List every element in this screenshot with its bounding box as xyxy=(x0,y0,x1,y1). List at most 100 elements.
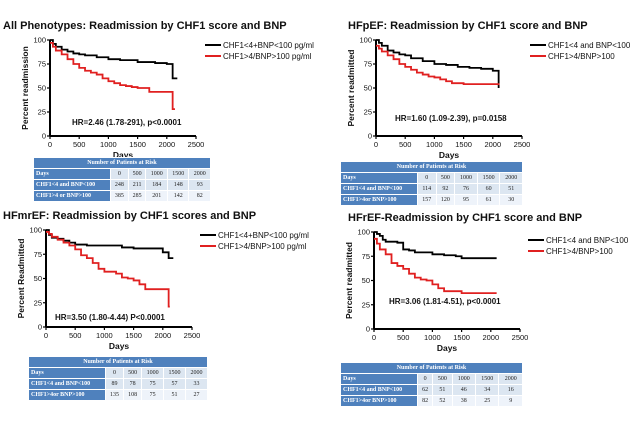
panel-hfmref: HFmrEF: Readmission by CHF1 scores and B… xyxy=(0,210,320,425)
series-line-0 xyxy=(374,231,497,260)
risk-table-row: CHF1>4or BNP>100 82 52 38 25 9 xyxy=(340,395,523,407)
risk-table-row: CHF1<4 and BNP<100 89 78 75 57 33 xyxy=(28,378,208,390)
risk-table-cell: 76 xyxy=(454,183,478,195)
risk-table-header-cell: 1500 xyxy=(476,172,501,184)
risk-table: Number of Patients at Risk Days 0 500 1000 15… xyxy=(340,161,523,206)
risk-table-header-cell: 2000 xyxy=(498,373,523,385)
risk-table-header-cell: 2000 xyxy=(188,168,211,180)
risk-table-cell: 201 xyxy=(145,190,168,202)
risk-table-row-label: CHF1>4or BNP>100 xyxy=(340,395,418,407)
risk-table-cell: 89 xyxy=(104,378,125,390)
x-tick-label: 500 xyxy=(397,333,410,342)
risk-table-header-cell: Days xyxy=(340,373,418,385)
risk-table-row-label: CHF1<4 and BNP<100 xyxy=(340,183,418,195)
x-axis-label: Days xyxy=(109,341,130,351)
y-axis-label: Percent readmitted xyxy=(344,242,354,319)
risk-table-header-row: Days 0 500 1000 1500 2000 xyxy=(28,367,208,379)
risk-table-cell: 60 xyxy=(476,183,501,195)
x-tick-label: 1500 xyxy=(453,333,470,342)
hazard-ratio-annotation: HR=3.50 (1.80-4.44) P<0.0001 xyxy=(55,313,165,322)
y-tick-label: 25 xyxy=(364,108,372,117)
panel-all-phenotypes: All Phenotypes: Readmission by CHF1 scor… xyxy=(0,0,320,210)
risk-table-header-cell: 1000 xyxy=(451,373,477,385)
risk-table-title: Number of Patients at Risk xyxy=(28,356,208,368)
risk-table-title: Number of Patients at Risk xyxy=(33,157,211,169)
x-tick-label: 1500 xyxy=(125,331,142,340)
x-tick-label: 0 xyxy=(374,140,378,149)
risk-table-row: CHF1<4 and BNP<100 248 211 184 148 93 xyxy=(33,179,211,191)
risk-table-cell: 51 xyxy=(163,389,186,401)
risk-table-header-cell: 500 xyxy=(127,168,147,180)
series-line-0 xyxy=(46,229,174,260)
risk-table-row-label: CHF1<4 and BNP<100 xyxy=(33,179,111,191)
risk-table-header-cell: 500 xyxy=(435,172,456,184)
y-tick-label: 50 xyxy=(364,84,372,93)
y-tick-label: 0 xyxy=(42,132,46,141)
risk-table-row-label: CHF1>4or BNP>100 xyxy=(28,389,106,401)
x-tick-label: 2500 xyxy=(188,140,205,149)
series-line-0 xyxy=(50,39,178,80)
y-tick-label: 50 xyxy=(38,84,46,93)
x-tick-label: 500 xyxy=(69,331,82,340)
risk-table-header-cell: 1500 xyxy=(166,168,190,180)
x-tick-label: 1000 xyxy=(424,333,441,342)
y-tick-label: 0 xyxy=(368,132,372,141)
x-tick-label: 1000 xyxy=(100,140,117,149)
risk-table-row: CHF1>4or BNP>100 135 108 75 51 27 xyxy=(28,389,208,401)
legend-entry: CHF1>4/BNP>100 xyxy=(548,52,615,61)
risk-table-cell: 95 xyxy=(454,194,478,206)
risk-table-row-label: CHF1>4or BNP>100 xyxy=(340,194,418,206)
risk-table-row: CHF1<4 and BNP<100 62 51 46 34 16 xyxy=(340,384,523,396)
x-tick-label: 0 xyxy=(48,140,52,149)
risk-table-row-label: CHF1>4 or BNP>100 xyxy=(33,190,111,202)
risk-table-cell: 135 xyxy=(104,389,125,401)
risk-table-cell: 78 xyxy=(123,378,143,390)
x-axis-label: Days xyxy=(113,150,134,160)
risk-table-cell: 30 xyxy=(499,194,523,206)
risk-table: Number of Patients at Risk Days 0 500 1000 15… xyxy=(340,362,523,407)
x-tick-label: 2000 xyxy=(158,140,175,149)
y-tick-label: 25 xyxy=(38,108,46,117)
legend-entry: CHF1<4 and BNP<100 xyxy=(548,41,631,50)
risk-table-header-cell: 0 xyxy=(110,168,129,180)
chart-title: All Phenotypes: Readmission by CHF1 scor… xyxy=(3,20,287,32)
series-line-1 xyxy=(376,44,500,86)
risk-table-header-cell: 1000 xyxy=(145,168,168,180)
risk-table-header-cell: 0 xyxy=(416,373,434,385)
series-line-1 xyxy=(50,41,175,111)
risk-table-cell: 33 xyxy=(185,378,208,390)
x-tick-label: 2500 xyxy=(512,333,529,342)
risk-table-cell: 57 xyxy=(163,378,186,390)
y-tick-label: 100 xyxy=(357,228,370,237)
risk-table-cell: 142 xyxy=(166,190,190,202)
chart-title: HFrEF-Readmission by CHF1 score and BNP xyxy=(348,212,583,224)
x-tick-label: 2000 xyxy=(482,333,499,342)
risk-table-cell: 92 xyxy=(435,183,456,195)
y-tick-label: 100 xyxy=(33,36,46,45)
x-tick-label: 1500 xyxy=(455,140,472,149)
risk-table-row: CHF1>4 or BNP>100 385 285 201 142 82 xyxy=(33,190,211,202)
x-axis-label: Days xyxy=(437,343,458,353)
x-tick-label: 1500 xyxy=(129,140,146,149)
x-axis-label: Days xyxy=(439,150,460,160)
risk-table-row-label: CHF1<4 and BNP<100 xyxy=(340,384,418,396)
risk-table-title: Number of Patients at Risk xyxy=(340,362,523,374)
series-line-0 xyxy=(376,39,500,88)
y-tick-label: 25 xyxy=(362,300,370,309)
risk-table-cell: 16 xyxy=(498,384,523,396)
risk-table-cell: 211 xyxy=(127,179,147,191)
risk-table-cell: 148 xyxy=(166,179,190,191)
risk-table-cell: 75 xyxy=(141,389,165,401)
y-tick-label: 75 xyxy=(34,250,42,259)
x-tick-label: 500 xyxy=(73,140,86,149)
y-tick-label: 100 xyxy=(359,36,372,45)
risk-table-row: CHF1>4or BNP>100 157 120 95 61 30 xyxy=(340,194,523,206)
hazard-ratio-annotation: HR=1.60 (1.09-2.39), p=0.0158 xyxy=(395,114,507,123)
legend-entry: CHF1<4+BNP<100 pg/ml xyxy=(218,231,309,240)
risk-table-row: CHF1<4 and BNP<100 114 92 76 60 51 xyxy=(340,183,523,195)
y-axis-label: Percent readmitted xyxy=(346,50,356,127)
legend-entry: CHF1<4 and BNP<100 xyxy=(546,236,629,245)
risk-table-header-cell: 2000 xyxy=(185,367,208,379)
risk-table-cell: 51 xyxy=(432,384,453,396)
